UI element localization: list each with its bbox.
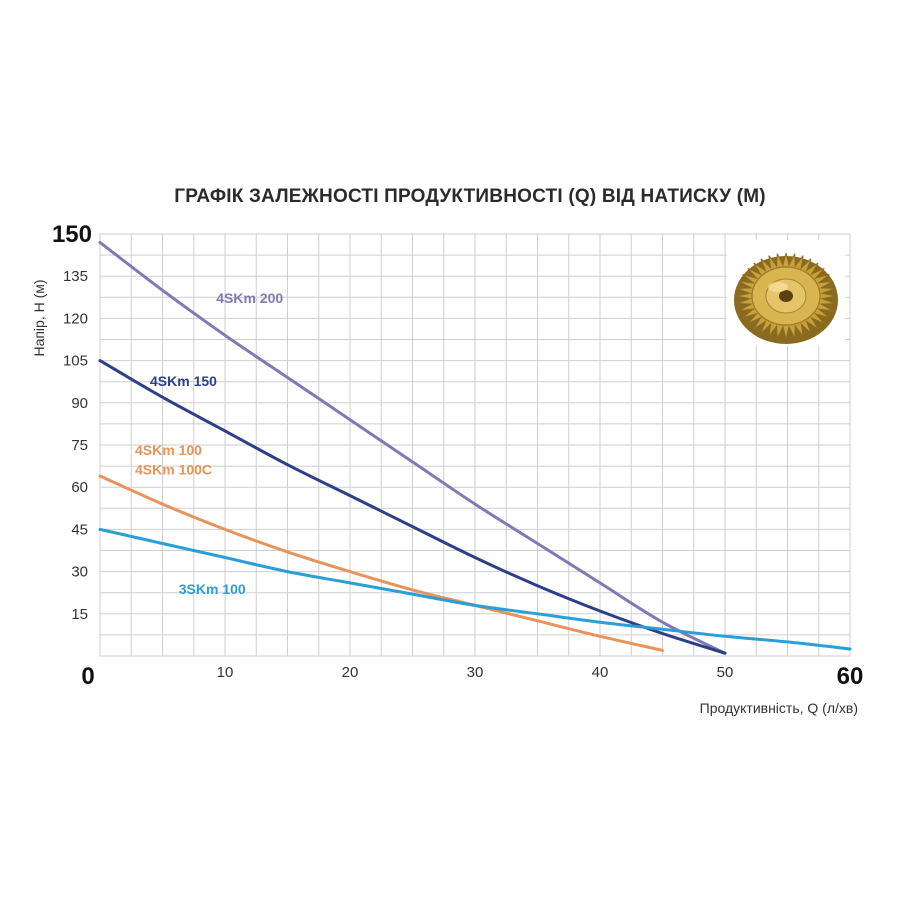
grid bbox=[99, 233, 851, 657]
x-tick-label: 20 bbox=[342, 664, 359, 681]
series-label-3: 3SKm 100 bbox=[179, 581, 246, 597]
y-tick-label: 30 bbox=[71, 564, 88, 581]
series-label-0: 4SKm 200 bbox=[216, 290, 283, 306]
x-tick-label: 40 bbox=[592, 664, 609, 681]
series-label-2: 4SKm 100 bbox=[135, 442, 202, 458]
y-tick-label: 135 bbox=[63, 268, 88, 285]
series-label-2: 4SKm 100C bbox=[135, 462, 212, 478]
impeller-photo bbox=[727, 240, 845, 346]
y-tick-label: 15 bbox=[71, 606, 88, 623]
y-tick-label: 45 bbox=[71, 521, 88, 538]
series-group bbox=[98, 240, 852, 655]
series-label-1: 4SKm 150 bbox=[150, 373, 217, 389]
y-tick-label: 90 bbox=[71, 395, 88, 412]
series-line-1 bbox=[98, 359, 727, 655]
y-tick-label: 60 bbox=[71, 479, 88, 496]
tick-labels: 15 30 45 60 75 90 105 120 135 150 0 10 20 30 40 50 60 bbox=[52, 221, 863, 690]
x-axis-label: Продуктивність, Q (л/хв) bbox=[700, 700, 858, 716]
impeller-bore bbox=[779, 290, 793, 302]
y-axis-label: Напір, H (м) bbox=[31, 279, 47, 356]
x-tick-label: 60 bbox=[837, 663, 864, 690]
x-tick-label: 30 bbox=[467, 664, 484, 681]
x-tick-label: 50 bbox=[717, 664, 734, 681]
series-line-2 bbox=[98, 474, 664, 652]
x-tick-label: 10 bbox=[217, 664, 234, 681]
x-tick-label: 0 bbox=[81, 663, 94, 690]
chart-title: ГРАФІК ЗАЛЕЖНОСТІ ПРОДУКТИВНОСТІ (Q) ВІД… bbox=[174, 186, 766, 207]
y-tick-label: 150 bbox=[52, 221, 92, 248]
y-tick-label: 105 bbox=[63, 353, 88, 370]
impeller-highlight bbox=[768, 282, 788, 292]
series-labels: 4SKm 200 4SKm 150 4SKm 100 4SKm 100C 3SKm 10… bbox=[135, 290, 283, 597]
series-line-0 bbox=[98, 240, 727, 655]
y-tick-label: 75 bbox=[71, 437, 88, 454]
y-tick-label: 120 bbox=[63, 310, 88, 327]
series-line-3 bbox=[98, 527, 852, 651]
